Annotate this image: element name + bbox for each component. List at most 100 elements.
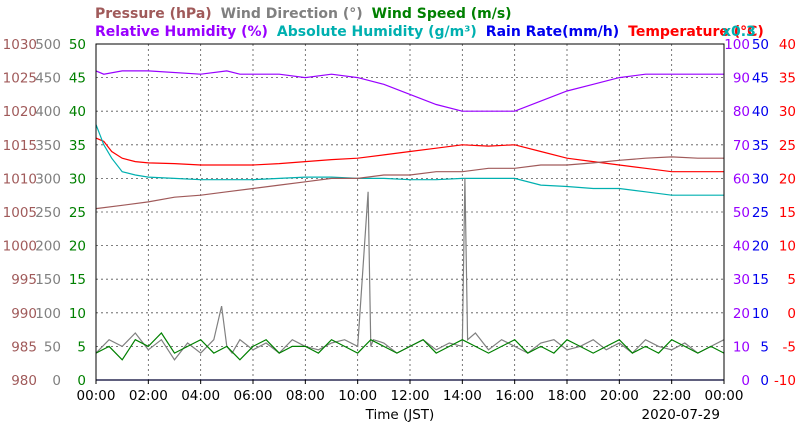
left-axis-wind-speed: 0 5 10 15 20 25 30 35 40 45 50 — [69, 37, 86, 389]
header-item: Rain Rate(mm/h) — [486, 24, 619, 40]
left-axis-wind-direction: 0 50 100 150 200 250 300 350 400 450 500 — [35, 37, 61, 389]
x-tick-label: 00:00 — [77, 388, 116, 404]
y-tick-label: 30 — [779, 104, 796, 120]
y-tick-label: 50 — [752, 37, 769, 53]
y-tick-label: 350 — [35, 138, 61, 154]
x-tick-label: 08:00 — [286, 388, 325, 404]
y-tick-label: 10 — [733, 339, 750, 355]
y-tick-label: 100 — [724, 37, 750, 53]
y-tick-label: 980 — [11, 373, 37, 389]
header-item: Temperature (°C) — [628, 24, 764, 40]
y-tick-label: 80 — [733, 104, 750, 120]
y-tick-label: 35 — [779, 71, 796, 87]
rain-scale-note: x0.3 — [722, 24, 756, 40]
y-tick-label: 90 — [733, 71, 750, 87]
y-tick-label: 20 — [69, 239, 86, 255]
x-axis-ticks: 00:00 02:00 04:00 06:00 08:00 10:00 12:00 14:00… — [77, 380, 744, 404]
y-tick-label: 35 — [69, 138, 86, 154]
y-tick-label: 50 — [733, 205, 750, 221]
header-line-1: Pressure (hPa) Wind Direction (°) Wind Spe… — [95, 6, 512, 22]
y-tick-label: 100 — [35, 306, 61, 322]
header-item: Pressure (hPa) — [95, 6, 212, 22]
x-axis-label: Time (JST) — [365, 407, 435, 423]
y-tick-label: 25 — [752, 205, 769, 221]
y-tick-label: 50 — [69, 37, 86, 53]
y-tick-label: 60 — [733, 171, 750, 187]
y-tick-label: -5 — [783, 339, 796, 355]
right-axis-temperature: -10 -5 0 5 10 15 20 25 30 35 40 — [774, 37, 796, 389]
y-tick-label: 5 — [760, 339, 769, 355]
header-item: Wind Direction (°) — [221, 6, 363, 22]
x-tick-label: 16:00 — [495, 388, 534, 404]
y-tick-label: 500 — [35, 37, 61, 53]
y-tick-label: 250 — [35, 205, 61, 221]
y-tick-label: 30 — [752, 171, 769, 187]
y-tick-label: 10 — [752, 306, 769, 322]
y-tick-label: 1020 — [3, 104, 37, 120]
y-tick-label: 20 — [752, 239, 769, 255]
x-tick-label: 18:00 — [548, 388, 587, 404]
y-tick-label: 5 — [77, 339, 86, 355]
y-tick-label: 450 — [35, 71, 61, 87]
y-tick-label: 1015 — [3, 138, 37, 154]
y-tick-label: 15 — [752, 272, 769, 288]
header-item: Relative Humidity (%) — [95, 24, 268, 40]
y-tick-label: 15 — [69, 272, 86, 288]
y-tick-label: 1010 — [3, 171, 37, 187]
x-tick-label: 04:00 — [181, 388, 220, 404]
y-tick-label: 0 — [760, 373, 769, 389]
y-tick-label: 40 — [752, 104, 769, 120]
y-tick-label: 20 — [733, 306, 750, 322]
y-tick-label: 10 — [779, 239, 796, 255]
header-item: Absolute Humidity (g/m³) — [277, 24, 477, 40]
series-line-pressure-hpa — [95, 156, 724, 210]
y-tick-label: 30 — [69, 171, 86, 187]
y-tick-label: 15 — [779, 205, 796, 221]
y-tick-label: 995 — [11, 272, 37, 288]
y-tick-label: 30 — [733, 272, 750, 288]
y-tick-label: 1030 — [3, 37, 37, 53]
grid — [96, 44, 724, 380]
y-tick-label: 0 — [77, 373, 86, 389]
y-tick-label: 990 — [11, 306, 37, 322]
y-tick-label: 1025 — [3, 71, 37, 87]
y-tick-label: 40 — [779, 37, 796, 53]
x-tick-label: 22:00 — [652, 388, 691, 404]
y-tick-label: 50 — [44, 339, 61, 355]
y-tick-label: 25 — [69, 205, 86, 221]
header-line-2: Relative Humidity (%) Absolute Humidity (… — [95, 24, 764, 40]
y-tick-label: 5 — [787, 272, 796, 288]
y-tick-label: -10 — [774, 373, 796, 389]
y-tick-label: 40 — [733, 239, 750, 255]
series-line-absolute-humidity-g-m — [95, 124, 724, 196]
x-tick-label: 20:00 — [600, 388, 639, 404]
y-tick-label: 1005 — [3, 205, 37, 221]
y-tick-label: 10 — [69, 306, 86, 322]
y-tick-label: 1000 — [3, 239, 37, 255]
x-tick-label: 12:00 — [391, 388, 430, 404]
y-tick-label: 0 — [741, 373, 750, 389]
y-tick-label: 20 — [779, 171, 796, 187]
x-tick-label: 00:00 — [705, 388, 744, 404]
y-tick-label: 300 — [35, 171, 61, 187]
right-axis-humidity: 0 10 20 30 40 50 60 70 80 90 100 — [724, 37, 750, 389]
x-tick-label: 14:00 — [443, 388, 482, 404]
date-label: 2020-07-29 — [642, 407, 720, 423]
y-tick-label: 70 — [733, 138, 750, 154]
y-tick-label: 25 — [779, 138, 796, 154]
y-tick-label: 0 — [52, 373, 61, 389]
x-tick-label: 06:00 — [234, 388, 273, 404]
y-tick-label: 200 — [35, 239, 61, 255]
series-line-relative-humidity — [95, 70, 724, 112]
y-tick-label: 40 — [69, 104, 86, 120]
series-line-wind-speed-m-s — [95, 332, 725, 361]
y-tick-label: 985 — [11, 339, 37, 355]
y-tick-label: 45 — [752, 71, 769, 87]
y-tick-label: 400 — [35, 104, 61, 120]
x-tick-label: 10:00 — [338, 388, 377, 404]
x-tick-label: 02:00 — [129, 388, 168, 404]
y-tick-label: 35 — [752, 138, 769, 154]
right-axis-rain-rate: 0 5 10 15 20 25 30 35 40 45 50 — [752, 37, 769, 389]
header-item: Wind Speed (m/s) — [372, 6, 512, 22]
